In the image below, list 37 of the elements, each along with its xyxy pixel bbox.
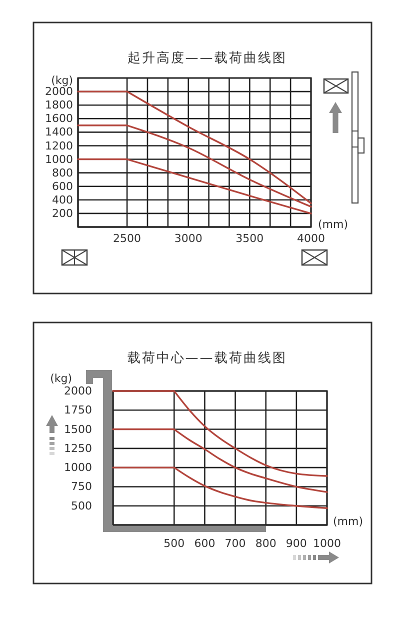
x-tick-label: 2500 <box>113 232 142 245</box>
line-series <box>77 158 312 214</box>
y-tick-label: 1600 <box>45 112 73 126</box>
y-tick-label: 1200 <box>45 139 73 152</box>
x-tick-label: 800 <box>255 536 276 550</box>
x-tick-label: 700 <box>224 536 246 550</box>
y-tick-label: 1400 <box>45 126 73 139</box>
y-axis-title: (kg) <box>50 372 72 385</box>
x-tick-label: 1000 <box>313 536 341 550</box>
y-tick-label: 2000 <box>64 384 92 398</box>
y-tick-label: 1750 <box>64 404 92 417</box>
x-tick-label: 600 <box>194 536 216 550</box>
x-tick-label: 3500 <box>236 232 264 245</box>
line-series <box>77 90 312 204</box>
y-tick-label: 500 <box>71 499 92 512</box>
line-series <box>112 428 328 493</box>
x-tick-label: 900 <box>286 536 307 550</box>
x-tick-label: 4000 <box>297 232 325 245</box>
y-tick-label: 200 <box>52 206 73 220</box>
y-tick-label: 1250 <box>64 442 92 455</box>
x-axis-title: (mm) <box>318 218 348 231</box>
chart-title: 起升高度——载荷曲线图 <box>127 50 287 66</box>
y-tick-label: 1000 <box>45 152 73 166</box>
y-tick-label: 1000 <box>64 461 92 474</box>
y-tick-label: 600 <box>52 180 73 193</box>
y-tick-label: 400 <box>52 193 73 206</box>
x-tick-label: 3000 <box>174 232 202 245</box>
line-series <box>112 466 328 510</box>
y-axis-title: (kg) <box>51 74 73 87</box>
y-tick-label: 1500 <box>64 422 92 436</box>
y-tick-label: 800 <box>52 166 73 180</box>
y-tick-label: 750 <box>71 480 92 494</box>
y-tick-label: 2000 <box>45 85 73 98</box>
x-tick-label: 500 <box>164 536 185 550</box>
chart-title: 载荷中心——载荷曲线图 <box>127 350 287 366</box>
y-tick-label: 1800 <box>45 98 73 112</box>
x-axis-title: (mm) <box>333 515 364 528</box>
